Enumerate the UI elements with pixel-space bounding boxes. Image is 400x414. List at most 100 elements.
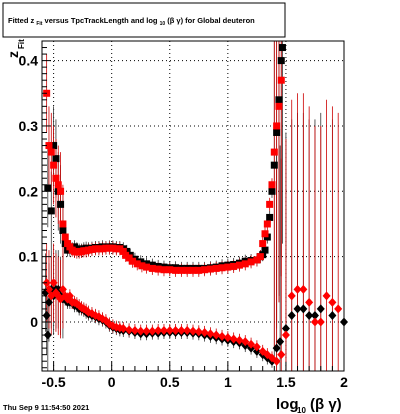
data-point-square: [52, 155, 60, 163]
data-point-square: [54, 181, 62, 189]
data-point-diamond: [218, 331, 227, 341]
data-point-diamond: [334, 304, 343, 314]
data-point-diamond: [183, 325, 192, 335]
x-axis-title: log 10 (β γ): [276, 396, 342, 414]
y-tick-label: 0.2: [19, 183, 39, 199]
x-axis-title-tail: (β γ): [310, 396, 342, 413]
data-point-square: [273, 128, 281, 136]
data-point-diamond: [171, 325, 180, 335]
y-axis-title-sub: Fit: [17, 39, 26, 49]
title-sub-b: 10: [160, 21, 166, 27]
data-point-diamond: [58, 284, 67, 294]
data-point-diamond: [299, 284, 308, 294]
x-tick-label: 2: [340, 374, 348, 390]
y-axis-title: z Fit: [5, 39, 26, 58]
data-point-diamond: [252, 342, 261, 352]
title-part-a: Fitted z: [8, 16, 34, 25]
title-sub-a: Fit: [36, 21, 42, 27]
data-point-diamond: [65, 291, 74, 301]
data-point-square: [50, 161, 58, 169]
data-point-diamond: [159, 325, 168, 335]
data-point-diamond: [293, 304, 302, 314]
data-point-square: [266, 213, 274, 221]
data-point-diamond: [44, 284, 53, 294]
data-point-diamond: [310, 317, 319, 327]
data-point-diamond: [223, 333, 232, 343]
data-point-diamond: [235, 335, 244, 345]
data-point-square: [57, 187, 65, 195]
data-point-square: [172, 266, 180, 274]
data-point-square: [212, 264, 220, 272]
data-point-square: [50, 142, 58, 150]
data-point-square: [278, 44, 286, 52]
title-frame: [2, 2, 286, 38]
data-point-diamond: [148, 326, 157, 336]
data-point-square: [201, 266, 209, 274]
data-point-diamond: [56, 294, 65, 304]
data-point-square: [183, 266, 191, 274]
data-point-square: [261, 230, 269, 238]
data-point-diamond: [316, 304, 325, 314]
x-tick-label: 0.5: [160, 374, 180, 390]
data-point-square: [259, 240, 267, 248]
data-point-diamond: [322, 291, 331, 301]
data-point-square: [154, 265, 162, 273]
data-point-diamond: [281, 324, 290, 334]
data-point-diamond: [328, 310, 337, 320]
x-tick-label: 1: [224, 374, 232, 390]
data-point-square: [247, 258, 255, 266]
timestamp-label: Thu Sep 9 11:54:50 2021: [3, 403, 89, 412]
data-point-square: [195, 266, 203, 274]
data-point-square: [59, 227, 67, 235]
data-point-square: [230, 262, 238, 270]
x-axis-title-main: log: [276, 396, 299, 413]
data-point-diamond: [154, 325, 163, 335]
data-point-diamond: [212, 330, 221, 340]
data-point-diamond: [194, 327, 203, 337]
data-point-diamond: [276, 337, 285, 347]
data-point-diamond: [189, 326, 197, 336]
title-part-c: (β γ) for Global deuteron: [167, 16, 255, 25]
x-tick-label: 1.5: [276, 374, 296, 390]
data-point-square: [277, 57, 285, 65]
x-axis-title-sub: 10: [297, 406, 306, 414]
data-point-diamond: [277, 350, 286, 360]
data-point-square: [261, 246, 269, 254]
chart-title: Fitted z Fit versus TpcTrackLength and l…: [8, 16, 255, 27]
data-point-diamond: [165, 325, 174, 335]
data-point-square: [129, 257, 137, 265]
data-point-diamond: [119, 324, 128, 334]
data-point-square: [256, 253, 264, 261]
data-point-diamond: [142, 326, 151, 336]
data-point-diamond: [229, 334, 238, 344]
y-tick-label: 0.4: [19, 53, 39, 69]
data-point-square: [47, 207, 55, 215]
data-point-diamond: [252, 346, 261, 356]
data-point-square: [57, 200, 65, 208]
data-point-square: [270, 161, 278, 169]
data-point-square: [59, 220, 67, 228]
data-point-square: [138, 262, 146, 270]
data-point-diamond: [287, 291, 296, 301]
data-point-diamond: [310, 310, 319, 320]
y-axis-title-main: z: [5, 51, 21, 58]
data-point-square: [241, 260, 249, 268]
y-tick-label: 0: [30, 314, 38, 330]
data-point-square: [148, 264, 156, 272]
title-box: Fitted z Fit versus TpcTrackLength and l…: [2, 2, 286, 38]
data-point-square: [189, 266, 197, 274]
data-point-square: [263, 220, 271, 228]
data-point-diamond: [305, 310, 314, 320]
data-point-square: [275, 96, 283, 104]
data-point-square: [52, 174, 60, 182]
data-point-diamond: [316, 317, 325, 327]
data-point-diamond: [44, 297, 53, 307]
data-point-diamond: [43, 330, 52, 340]
tick-labels: -0.5 0 0.5 1 1.5 2 0 0.1 0.2 0.3 0.4: [19, 53, 349, 390]
axis-ticks: [41, 40, 345, 371]
data-point-square: [45, 142, 53, 150]
data-point-square: [235, 261, 243, 269]
data-point-square: [61, 233, 69, 241]
data-point-diamond: [241, 337, 250, 347]
